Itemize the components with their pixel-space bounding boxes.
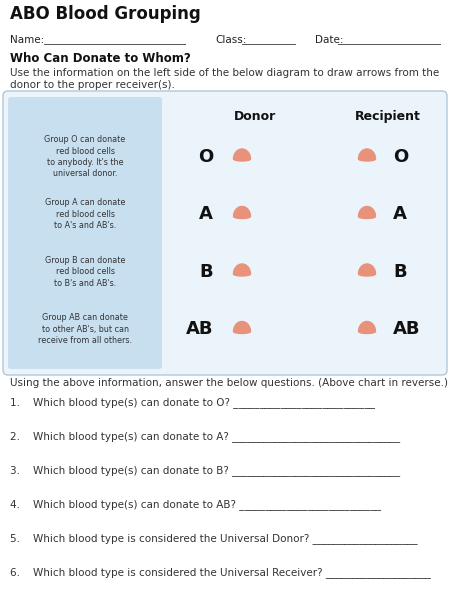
Text: Use the information on the left side of the below diagram to draw arrows from th: Use the information on the left side of … — [10, 68, 439, 89]
Polygon shape — [359, 264, 375, 276]
Text: AB: AB — [185, 320, 213, 338]
Polygon shape — [234, 322, 251, 334]
Text: B: B — [199, 263, 213, 281]
Text: 2.    Which blood type(s) can donate to A? ________________________________: 2. Which blood type(s) can donate to A? … — [10, 431, 400, 442]
Text: ABO Blood Grouping: ABO Blood Grouping — [10, 5, 201, 23]
Text: Name:: Name: — [10, 35, 44, 45]
Polygon shape — [234, 149, 251, 161]
Text: 3.    Which blood type(s) can donate to B? ________________________________: 3. Which blood type(s) can donate to B? … — [10, 465, 400, 476]
Text: Donor: Donor — [234, 110, 276, 123]
Text: Recipient: Recipient — [355, 110, 421, 123]
Text: O: O — [198, 148, 213, 166]
FancyBboxPatch shape — [3, 91, 447, 375]
Polygon shape — [359, 206, 375, 218]
Text: Group O can donate
red blood cells
to anybody. It's the
universal donor.: Group O can donate red blood cells to an… — [45, 135, 126, 178]
Text: Who Can Donate to Whom?: Who Can Donate to Whom? — [10, 52, 191, 65]
Text: 6.    Which blood type is considered the Universal Receiver? ___________________: 6. Which blood type is considered the Un… — [10, 567, 431, 578]
Text: 5.    Which blood type is considered the Universal Donor? ____________________: 5. Which blood type is considered the Un… — [10, 533, 418, 544]
Text: Group AB can donate
to other AB's, but can
receive from all others.: Group AB can donate to other AB's, but c… — [38, 313, 132, 345]
Text: 1.    Which blood type(s) can donate to O? ___________________________: 1. Which blood type(s) can donate to O? … — [10, 397, 375, 408]
Text: Date:: Date: — [315, 35, 343, 45]
Text: B: B — [393, 263, 407, 281]
Text: O: O — [393, 148, 408, 166]
Text: A: A — [393, 205, 407, 223]
Text: 4.    Which blood type(s) can donate to AB? ___________________________: 4. Which blood type(s) can donate to AB?… — [10, 499, 381, 510]
Text: Class:: Class: — [215, 35, 247, 45]
Polygon shape — [234, 264, 251, 276]
Polygon shape — [359, 322, 375, 334]
Polygon shape — [359, 149, 375, 161]
Text: Group B can donate
red blood cells
to B's and AB's.: Group B can donate red blood cells to B'… — [45, 256, 125, 287]
Text: AB: AB — [393, 320, 420, 338]
Text: A: A — [199, 205, 213, 223]
Text: Group A can donate
red blood cells
to A's and AB's.: Group A can donate red blood cells to A'… — [45, 198, 125, 230]
Polygon shape — [234, 206, 251, 218]
FancyBboxPatch shape — [8, 97, 162, 369]
Text: Using the above information, answer the below questions. (Above chart in reverse: Using the above information, answer the … — [10, 378, 448, 388]
